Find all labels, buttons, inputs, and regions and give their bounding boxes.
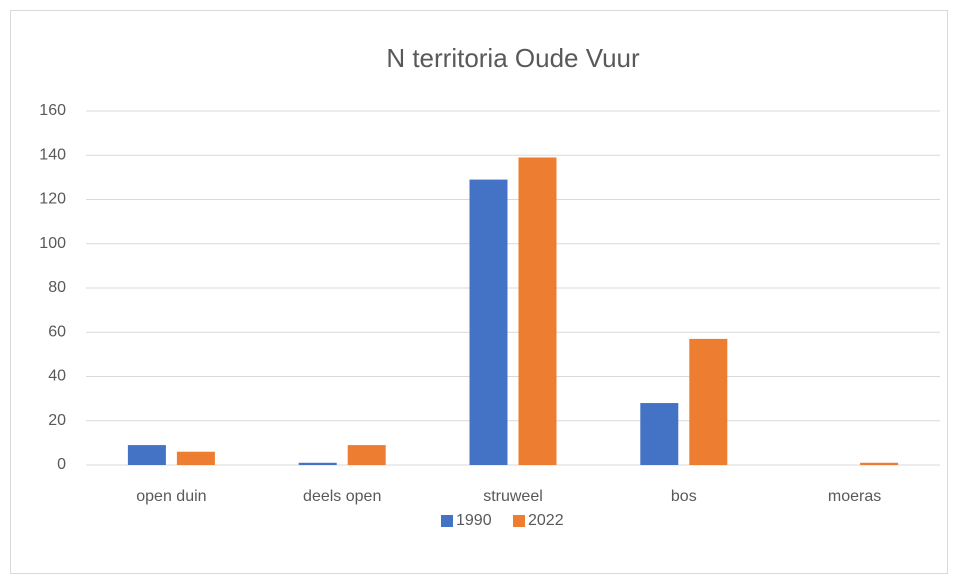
y-tick-label: 120 [39, 191, 66, 208]
bar [347, 445, 386, 465]
bar [176, 451, 215, 465]
y-tick-label: 80 [48, 279, 66, 296]
x-tick-label: moeras [828, 488, 881, 505]
legend-label: 2022 [528, 512, 564, 529]
x-tick-label: open duin [136, 488, 206, 505]
x-tick-label: deels open [303, 488, 381, 505]
y-tick-label: 0 [57, 456, 66, 473]
bar [298, 462, 337, 465]
bar [518, 157, 557, 465]
y-tick-label: 160 [39, 102, 66, 119]
y-tick-label: 20 [48, 412, 66, 429]
x-tick-label: bos [671, 488, 697, 505]
legend-swatch [441, 515, 453, 527]
y-tick-label: 60 [48, 323, 66, 340]
legend-swatch [513, 515, 525, 527]
y-tick-label: 100 [39, 235, 66, 252]
x-tick-label: struweel [483, 488, 543, 505]
bar [689, 338, 728, 465]
bar [469, 179, 508, 465]
y-tick-label: 40 [48, 368, 66, 385]
y-tick-label: 140 [39, 146, 66, 163]
chart-title: N territoria Oude Vuur [386, 43, 640, 73]
bar [640, 403, 679, 465]
bar [127, 445, 166, 465]
legend-label: 1990 [456, 512, 492, 529]
bar [860, 462, 899, 465]
